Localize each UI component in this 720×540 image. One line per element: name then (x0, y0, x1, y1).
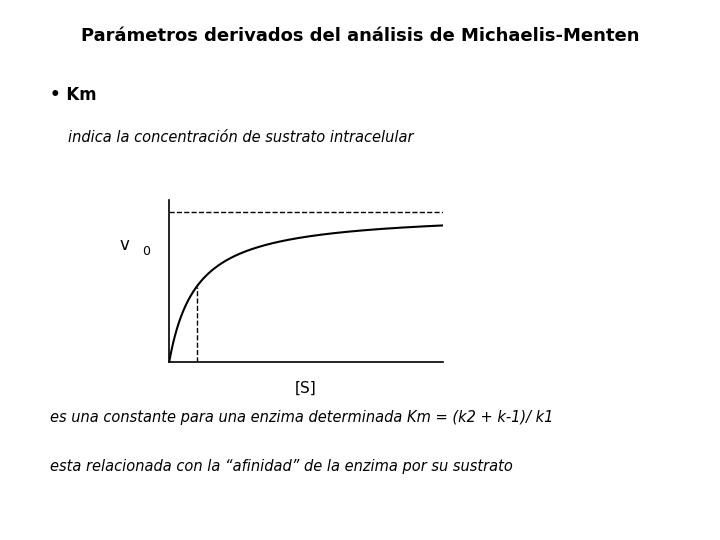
Text: es una constante para una enzima determinada Km = (k2 + k-1)/ k1: es una constante para una enzima determi… (50, 410, 554, 426)
Text: indica la concentración de sustrato intracelular: indica la concentración de sustrato intr… (68, 130, 414, 145)
Text: v: v (120, 236, 130, 254)
Text: [S]: [S] (295, 381, 317, 396)
Text: 0: 0 (142, 245, 150, 258)
Text: • Km: • Km (50, 86, 97, 104)
Text: esta relacionada con la “afinidad” de la enzima por su sustrato: esta relacionada con la “afinidad” de la… (50, 459, 513, 474)
Text: Parámetros derivados del análisis de Michaelis-Menten: Parámetros derivados del análisis de Mic… (81, 27, 639, 45)
